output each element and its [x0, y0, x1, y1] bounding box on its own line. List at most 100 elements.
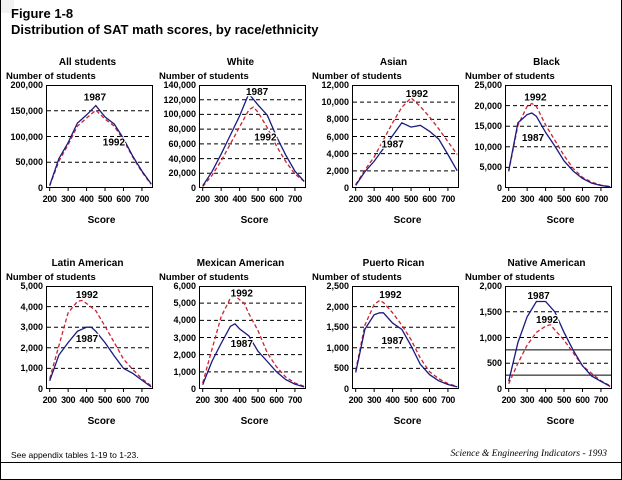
y-axis-ticks: 6,000 5,000 4,000 3,000 2,000 1,000 0 [157, 281, 199, 394]
x-tick-label: 700 [287, 194, 302, 204]
x-tick-label: 500 [556, 194, 572, 204]
chart-all-students: All students Number of students 200,000 150… [4, 57, 157, 226]
y-tick-label: 5,000 [479, 162, 502, 173]
y-tick-label: 500 [333, 363, 349, 374]
x-axis-label: Score [546, 416, 575, 427]
chart-title: Mexican American [196, 258, 285, 269]
plot-area: 1987 1992 [352, 85, 459, 191]
x-tick-label: 600 [575, 395, 590, 405]
y-tick-label: 0 [190, 183, 196, 193]
x-axis-label: Score [87, 215, 116, 226]
y-tick-label: 10,000 [474, 141, 502, 152]
series-1987-line [202, 92, 305, 187]
y-tick-label: 3,000 [20, 322, 43, 333]
y-tick-label: 0 [190, 384, 196, 394]
plot-area: 1987 1992 [505, 85, 612, 191]
x-tick-label: 300 [61, 395, 76, 405]
x-tick-label: 200 [195, 194, 210, 204]
series-label-1992: 1992 [103, 137, 126, 148]
x-tick-label: 300 [61, 194, 76, 204]
series-label-1992: 1992 [524, 92, 547, 103]
x-tick-label: 600 [422, 395, 437, 405]
series-1992-line [508, 323, 611, 387]
x-tick-label: 200 [501, 395, 516, 405]
chart-title: Asian [379, 57, 408, 68]
chart-title: Puerto Rican [362, 258, 425, 269]
chart-title: Latin American [51, 258, 124, 269]
series-label-1987: 1987 [84, 93, 107, 104]
y-tick-label: 1,000 [20, 363, 43, 374]
y-axis-label: Number of students [6, 71, 96, 82]
y-tick-label: 1,500 [326, 322, 349, 333]
series-1987-line [355, 312, 458, 388]
x-tick-label: 600 [116, 194, 131, 204]
series-1992-line [355, 299, 458, 388]
series-label-1987: 1987 [381, 140, 404, 151]
y-tick-label: 5,000 [173, 298, 196, 309]
x-tick-label: 400 [385, 395, 400, 405]
y-tick-label: 2,000 [326, 165, 349, 176]
x-tick-label: 600 [575, 194, 590, 204]
x-tick-label: 200 [348, 194, 363, 204]
y-axis-label: Number of students [465, 71, 555, 82]
chart-title: All students [58, 57, 117, 68]
chart-title: Black [533, 57, 560, 68]
plot-area: 1987 1992 [199, 286, 306, 392]
y-tick-label: 6,000 [173, 281, 196, 291]
y-tick-label: 2,000 [326, 301, 349, 312]
series-label-1987: 1987 [76, 334, 99, 345]
x-tick-label: 500 [403, 395, 419, 405]
x-tick-label: 300 [520, 395, 535, 405]
x-tick-label: 400 [79, 395, 94, 405]
y-tick-label: 15,000 [474, 121, 502, 132]
plot-area: 1987 1992 [199, 85, 306, 191]
x-tick-label: 400 [79, 194, 94, 204]
chart-title: Native American [507, 258, 586, 269]
plot-row: 25,000 20,000 15,000 10,000 5,000 0 1987 1992 [463, 80, 616, 193]
x-axis-label: Score [546, 215, 575, 226]
x-axis-label: Score [87, 416, 116, 427]
y-tick-label: 1,000 [173, 366, 196, 377]
x-tick-label: 700 [134, 395, 149, 405]
series-1987-line [202, 322, 305, 388]
x-tick-label: 700 [440, 194, 455, 204]
series-1992-line [202, 106, 305, 187]
x-tick-label: 600 [422, 194, 437, 204]
chart-white: White Number of students 140,000 120,000 100… [157, 57, 310, 226]
y-tick-label: 1,000 [326, 342, 349, 353]
y-tick-label: 12,000 [321, 80, 349, 90]
appendix-note: See appendix tables 1-19 to 1-23. [11, 450, 139, 460]
series-1992-line [508, 102, 611, 188]
series-1987-line [49, 104, 152, 186]
x-tick-label: 700 [593, 194, 608, 204]
x-tick-label: 700 [440, 395, 455, 405]
y-axis-label: Number of students [159, 272, 249, 283]
y-tick-label: 10,000 [321, 97, 349, 108]
x-axis-label: Score [240, 215, 269, 226]
x-tick-label: 600 [269, 395, 284, 405]
x-tick-label: 500 [250, 194, 266, 204]
plot-row: 2,500 2,000 1,500 1,000 500 0 1987 1992 [310, 281, 463, 394]
y-axis-ticks: 2,500 2,000 1,500 1,000 500 0 [310, 281, 352, 394]
x-tick-label: 500 [250, 395, 266, 405]
chart-latin-american: Latin American Number of students 5,000 4,0… [4, 258, 157, 427]
x-axis-ticks: 200 300 400 500 600 700 [157, 194, 310, 205]
y-axis-label: Number of students [312, 71, 402, 82]
x-axis-label: Score [393, 416, 422, 427]
x-tick-label: 600 [116, 395, 131, 405]
y-axis-label: Number of students [6, 272, 96, 283]
x-tick-label: 400 [385, 194, 400, 204]
x-tick-label: 200 [501, 194, 516, 204]
y-tick-label: 0 [343, 384, 349, 394]
series-label-1992: 1992 [231, 288, 254, 299]
y-tick-label: 0 [496, 183, 502, 193]
x-tick-label: 600 [269, 194, 284, 204]
y-tick-label: 200,000 [10, 80, 43, 90]
x-tick-label: 300 [214, 194, 229, 204]
x-tick-label: 400 [232, 395, 247, 405]
y-tick-label: 4,000 [173, 315, 196, 326]
y-tick-label: 80,000 [168, 124, 196, 135]
x-tick-label: 200 [348, 395, 363, 405]
series-label-1987: 1987 [246, 87, 269, 98]
